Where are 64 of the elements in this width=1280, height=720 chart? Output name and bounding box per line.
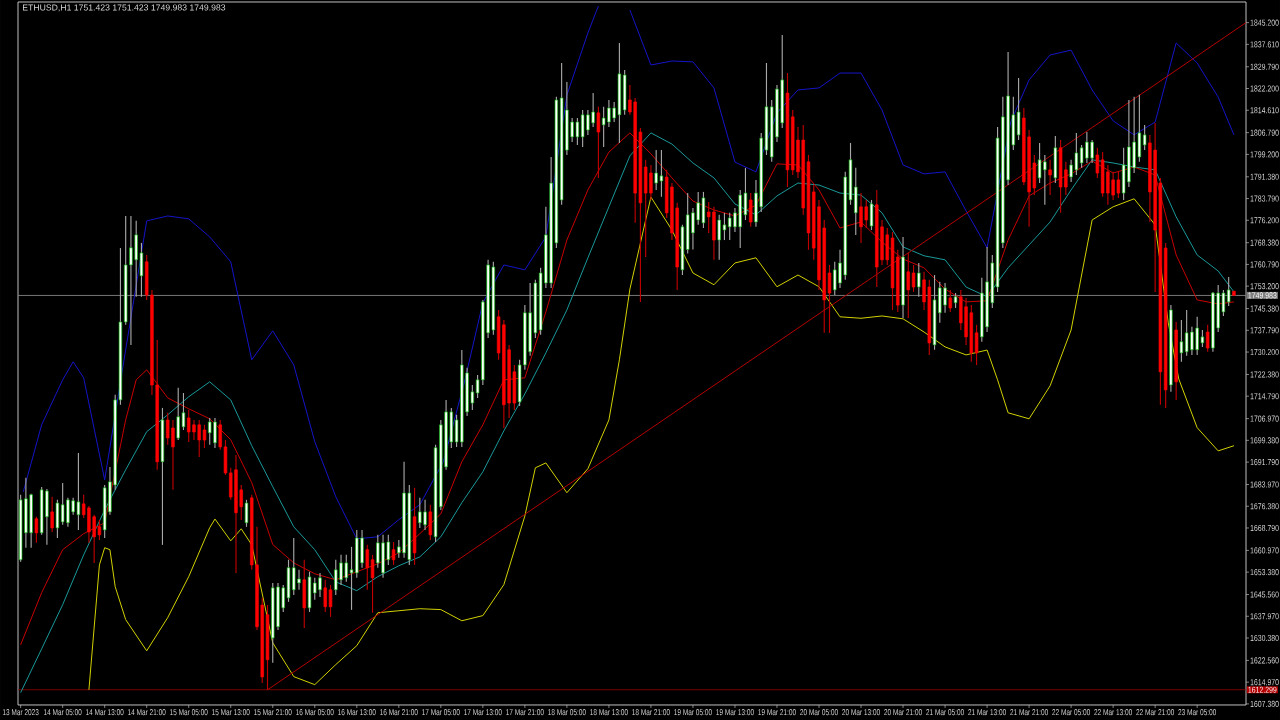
- x-tick-label: 22 Mar 13:00: [1094, 709, 1133, 716]
- x-tick-label: 18 Mar 05:00: [548, 709, 586, 716]
- y-tick-label: 1699.380: [1250, 437, 1279, 444]
- y-tick-label: 1776.200: [1250, 217, 1279, 224]
- y-tick-label: 1660.970: [1250, 547, 1279, 554]
- x-tick-label: 15 Mar 21:00: [254, 709, 292, 716]
- x-tick-label: 22 Mar 05:00: [1052, 709, 1090, 716]
- ref-line-label: 1749.983: [1248, 292, 1277, 299]
- x-tick-label: 22 Mar 21:00: [1136, 709, 1175, 716]
- y-tick-label: 1668.790: [1250, 524, 1279, 532]
- y-tick-label: 1622.560: [1250, 657, 1279, 664]
- x-tick-label: 14 Mar 13:00: [86, 709, 124, 716]
- y-tick-label: 1845.200: [1250, 19, 1279, 26]
- ref-line-label: 1612.299: [1248, 686, 1277, 693]
- y-tick-label: 1806.790: [1250, 129, 1279, 136]
- y-tick-label: 1730.200: [1250, 348, 1279, 356]
- x-tick-label: 18 Mar 21:00: [632, 709, 670, 716]
- y-tick-label: 1683.970: [1250, 481, 1279, 488]
- y-tick-label: 1645.560: [1250, 591, 1279, 598]
- y-tick-label: 1814.610: [1250, 107, 1279, 114]
- x-tick-label: 14 Mar 05:00: [44, 709, 82, 716]
- y-tick-label: 1722.380: [1250, 371, 1279, 378]
- y-tick-label: 1653.380: [1250, 569, 1279, 576]
- y-tick-label: 1799.200: [1250, 151, 1279, 158]
- y-tick-label: 1637.970: [1250, 613, 1279, 620]
- x-tick-label: 19 Mar 05:00: [674, 709, 712, 716]
- x-tick-label: 20 Mar 05:00: [800, 709, 838, 716]
- x-tick-label: 17 Mar 13:00: [464, 709, 502, 716]
- y-tick-label: 1630.380: [1250, 634, 1279, 642]
- y-tick-label: 1745.380: [1250, 305, 1279, 312]
- x-tick-label: 16 Mar 21:00: [380, 709, 418, 716]
- x-tick-label: 19 Mar 13:00: [716, 709, 754, 716]
- y-tick-label: 1676.380: [1250, 503, 1279, 510]
- x-tick-label: 21 Mar 05:00: [926, 709, 964, 716]
- x-tick-label: 16 Mar 05:00: [296, 709, 334, 716]
- y-tick-label: 1768.380: [1250, 239, 1279, 246]
- x-tick-label: 20 Mar 13:00: [842, 709, 880, 716]
- x-tick-label: 14 Mar 21:00: [128, 709, 166, 716]
- x-tick-label: 13 Mar 2023: [2, 709, 39, 716]
- x-tick-label: 15 Mar 13:00: [212, 709, 250, 716]
- y-tick-label: 1737.790: [1250, 327, 1279, 334]
- x-tick-label: 17 Mar 21:00: [506, 709, 544, 716]
- y-tick-label: 1614.970: [1250, 679, 1279, 686]
- y-tick-label: 1706.970: [1250, 415, 1279, 422]
- x-tick-label: 17 Mar 05:00: [422, 709, 460, 716]
- y-tick-label: 1753.200: [1250, 283, 1279, 290]
- y-tick-label: 1822.200: [1250, 85, 1279, 92]
- x-tick-label: 16 Mar 13:00: [338, 709, 376, 716]
- x-tick-label: 23 Mar 05:00: [1178, 709, 1217, 716]
- chart-title: ETHUSD,H1 1751.423 1751.423 1749.983 1749.983: [22, 4, 226, 12]
- y-tick-label: 1791.380: [1250, 173, 1279, 180]
- x-tick-label: 18 Mar 13:00: [590, 709, 628, 716]
- x-tick-label: 21 Mar 13:00: [968, 709, 1006, 716]
- x-tick-label: 20 Mar 21:00: [884, 709, 922, 716]
- x-tick-label: 19 Mar 21:00: [758, 709, 796, 716]
- y-tick-label: 1714.790: [1250, 393, 1279, 400]
- y-tick-label: 1691.790: [1250, 459, 1279, 466]
- y-tick-label: 1837.610: [1250, 41, 1279, 48]
- y-tick-label: 1760.790: [1250, 261, 1279, 268]
- y-tick-label: 1607.380: [1250, 700, 1279, 707]
- x-tick-label: 15 Mar 05:00: [170, 709, 208, 716]
- y-tick-label: 1829.790: [1250, 63, 1279, 70]
- x-tick-label: 21 Mar 21:00: [1010, 709, 1048, 716]
- y-tick-label: 1783.790: [1250, 195, 1279, 202]
